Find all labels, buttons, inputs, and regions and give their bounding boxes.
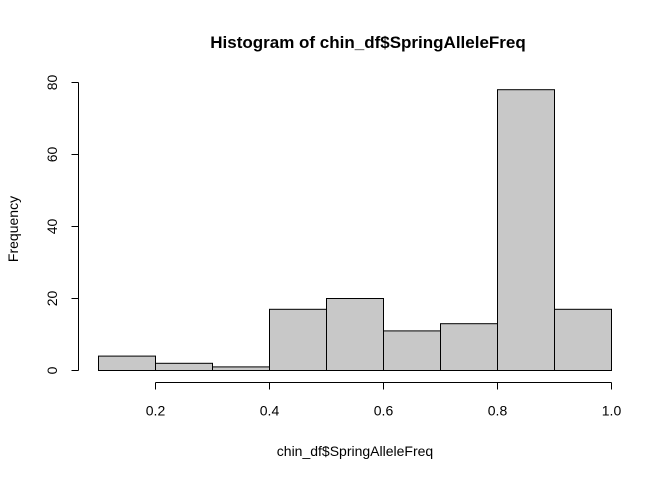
x-tick-label: 0.6 bbox=[374, 403, 394, 419]
x-tick-label: 0.2 bbox=[146, 403, 166, 419]
x-tick-label: 0.4 bbox=[260, 403, 280, 419]
histogram-bar-1 bbox=[155, 362, 213, 371]
histogram-bar-4 bbox=[326, 298, 384, 371]
y-axis-label: Frequency bbox=[5, 196, 21, 262]
bars-group bbox=[98, 89, 612, 372]
y-tick-label: 0 bbox=[44, 366, 60, 374]
x-axis-label: chin_df$SpringAlleleFreq bbox=[277, 443, 433, 459]
chart-title: Histogram of chin_df$SpringAlleleFreq bbox=[210, 33, 526, 52]
x-tick-label: 1.0 bbox=[602, 403, 622, 419]
y-tick-label: 80 bbox=[44, 75, 60, 91]
histogram-bar-3 bbox=[269, 308, 327, 371]
y-tick-label: 40 bbox=[44, 219, 60, 235]
y-axis: 0 20 40 60 80 bbox=[44, 75, 79, 374]
histogram-bar-7 bbox=[497, 89, 555, 371]
histogram-bar-2 bbox=[212, 366, 270, 371]
histogram-bar-6 bbox=[440, 323, 498, 372]
x-axis: 0.2 0.4 0.6 0.8 1.0 bbox=[146, 382, 622, 419]
histogram-bar-0 bbox=[98, 355, 156, 372]
y-tick-label: 20 bbox=[44, 291, 60, 307]
x-tick-label: 0.8 bbox=[488, 403, 508, 419]
histogram-bar-8 bbox=[554, 308, 612, 371]
y-tick-label: 60 bbox=[44, 147, 60, 163]
histogram-bar-5 bbox=[383, 330, 441, 371]
